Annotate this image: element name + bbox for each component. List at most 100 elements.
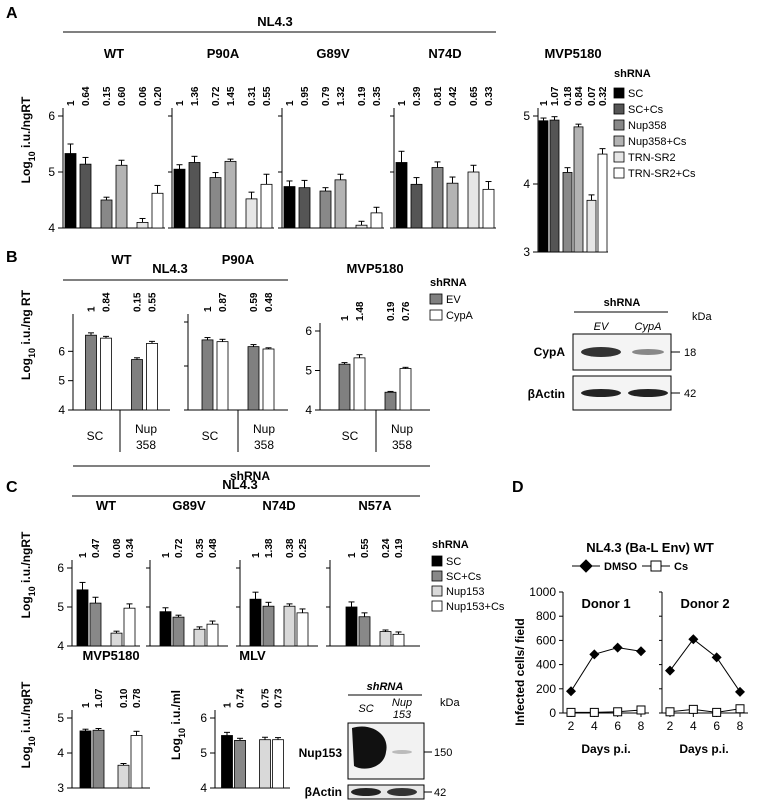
data-label: 0.48 xyxy=(208,538,219,558)
bar xyxy=(146,343,158,411)
data-label: 0.47 xyxy=(91,538,102,558)
panel-c-blot-nup153-band-nup xyxy=(392,750,412,754)
data-label: 1 xyxy=(347,552,358,558)
panel-b-western-blot: shRNA EV CypA kDa CypA βActin 18 42 xyxy=(528,297,712,411)
y-tick-label: 5 xyxy=(200,746,207,760)
legend-label: TRN-SR2+Cs xyxy=(628,168,696,180)
panel-b-legend-title: shRNA xyxy=(430,277,467,289)
data-label: 0.18 xyxy=(563,86,574,106)
panel-c-blot-lane-sc: SC xyxy=(358,703,373,715)
bar xyxy=(379,631,392,647)
data-label: 0.81 xyxy=(433,86,444,106)
panel-b-blot-lane-ev: EV xyxy=(594,321,610,333)
panel-b-blot-row-cypa: CypA xyxy=(534,345,566,359)
legend-cs-marker xyxy=(650,560,662,572)
bar xyxy=(338,363,351,411)
bar xyxy=(260,183,273,229)
data-label: 0.72 xyxy=(211,86,222,106)
bar-chart-c-n57a: N57A 1 0.55 0.24 0.19 xyxy=(326,498,420,647)
panel-d: D NL4.3 (Ba-L Env) WT DMSO Cs Infected c… xyxy=(512,479,729,756)
y-tick-label: 5 xyxy=(57,711,64,725)
bar xyxy=(209,177,222,229)
panel-c-title: NL4.3 xyxy=(222,477,257,492)
data-label: 0.55 xyxy=(262,86,273,106)
panel-b-xgroups: SC Nup 358 SC Nup 358 SC Nup 358 shRNA xyxy=(73,410,430,483)
data-label: 0.25 xyxy=(298,538,309,558)
bar xyxy=(79,163,92,229)
bar xyxy=(100,337,112,411)
bar xyxy=(151,192,164,229)
bar-chart-c-n74d: N74D 1 1.38 0.38 0.25 xyxy=(236,498,318,647)
panel-d-xlabel-donor2: Days p.i. xyxy=(679,742,728,756)
point-cs xyxy=(735,704,745,714)
y-tick-label: 3 xyxy=(523,245,530,259)
data-label: 0.60 xyxy=(117,86,128,106)
data-label: 1 xyxy=(78,552,89,558)
data-label: 0.75 xyxy=(261,688,272,708)
panel-b-blot-kda-42: 42 xyxy=(684,388,696,400)
panel-b-xgroup-358-wt: 358 xyxy=(136,438,156,452)
y-tick-label: 200 xyxy=(536,682,556,696)
data-label: 1.07 xyxy=(550,86,561,106)
data-label: 1.32 xyxy=(336,86,347,106)
panel-c-blot-row-actin: βActin xyxy=(305,785,342,799)
bar xyxy=(345,606,358,647)
y-tick-label: 4 xyxy=(48,221,55,235)
data-label: 0.10 xyxy=(119,688,130,708)
y-tick-label: 0 xyxy=(549,706,556,720)
bar xyxy=(272,739,284,789)
panel-b-blot-header: shRNA xyxy=(604,297,641,309)
y-tick-label: 4 xyxy=(57,746,64,760)
bar xyxy=(89,602,102,647)
panel-c-mvp-ylabel: Log10 i.u./ngRT xyxy=(19,681,37,768)
data-label: 0.39 xyxy=(412,86,423,106)
panel-c: C NL4.3 Log10 i.u./ngRT Log10 i.u./ngRT … xyxy=(6,477,505,800)
bar xyxy=(159,611,172,647)
panel-c-mlv-ylabel: Log10 i.u./ml xyxy=(169,690,187,760)
bar xyxy=(353,357,366,411)
point-cs xyxy=(589,707,599,717)
legend-swatch xyxy=(613,87,625,99)
panel-c-blot-kda-42: 42 xyxy=(434,787,446,799)
panel-letter-b: B xyxy=(6,249,18,266)
group-title: MVP5180 xyxy=(544,46,601,61)
x-tick-label: 4 xyxy=(591,719,598,733)
legend-dmso-label: DMSO xyxy=(604,561,637,573)
data-label: 0.35 xyxy=(195,538,206,558)
legend-label: SC xyxy=(628,88,643,100)
bar xyxy=(136,221,149,229)
y-tick-label: 6 xyxy=(57,561,64,575)
panel-c-blot-kda-150: 150 xyxy=(434,747,452,759)
legend-swatch xyxy=(613,119,625,131)
legend-swatch xyxy=(431,600,443,612)
y-tick-label: 6 xyxy=(48,109,55,123)
bar xyxy=(85,334,97,411)
panel-c-blot-header: shRNA xyxy=(367,681,404,693)
panel-c-legend-title: shRNA xyxy=(432,539,469,551)
bar xyxy=(172,616,185,647)
data-label: 0.72 xyxy=(174,538,185,558)
line-chart-donor-1: Donor 1 0 200 400 600 800 1000 2 4 6 8 xyxy=(529,585,649,733)
bar xyxy=(110,632,123,647)
data-label: 0.32 xyxy=(598,86,609,106)
bar xyxy=(358,616,371,647)
panel-b-blot-kda-18: 18 xyxy=(684,347,696,359)
bar xyxy=(201,339,214,411)
bar xyxy=(193,628,206,647)
panel-c-blot-nup153-band-sc xyxy=(352,726,387,769)
group-title: WT xyxy=(96,498,116,513)
legend-swatch xyxy=(429,293,443,305)
y-tick-label: 3 xyxy=(57,781,64,795)
legend-label: Nup358+Cs xyxy=(628,136,687,148)
data-label: 0.19 xyxy=(357,86,368,106)
x-tick-label: 2 xyxy=(667,719,674,733)
legend-swatch xyxy=(431,570,443,582)
y-tick-label: 6 xyxy=(58,344,65,358)
data-label: 0.79 xyxy=(321,86,332,106)
y-tick-label: 5 xyxy=(57,600,64,614)
x-tick-label: 2 xyxy=(568,719,575,733)
data-label: 0.08 xyxy=(112,538,123,558)
bar xyxy=(117,764,130,789)
point-cs xyxy=(712,707,722,717)
